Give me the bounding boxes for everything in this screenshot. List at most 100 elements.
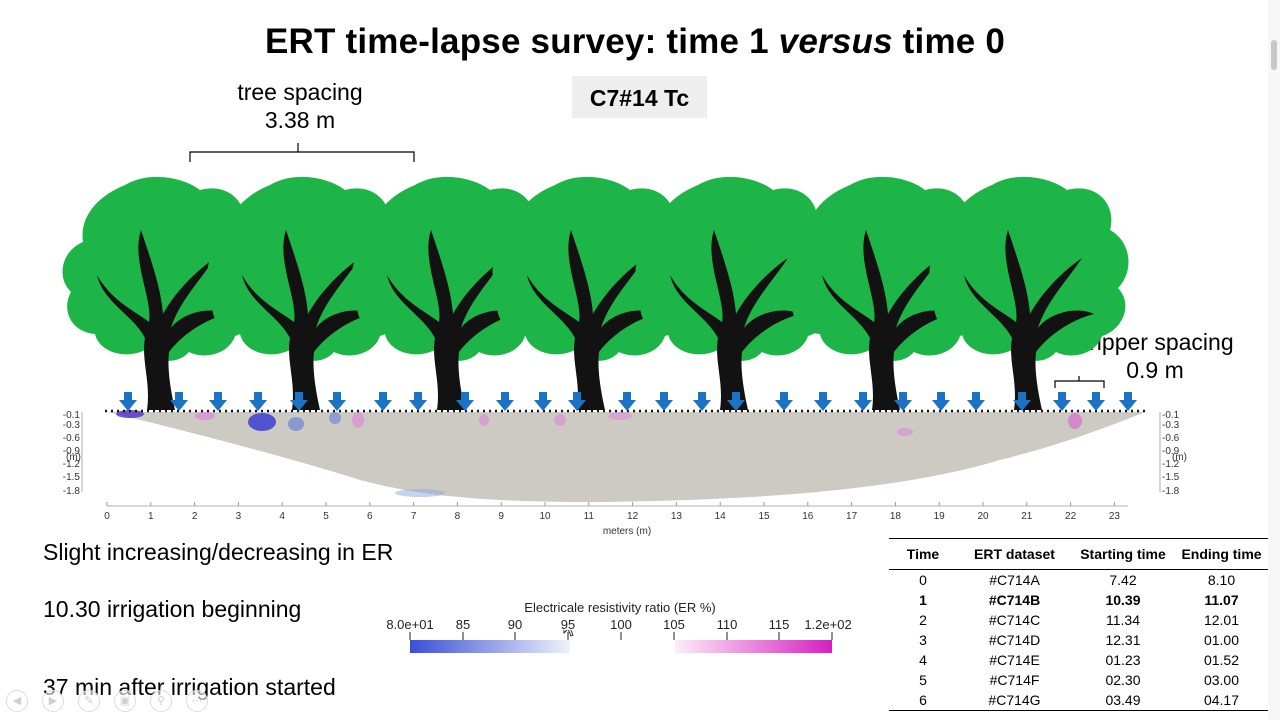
cell-start: 02.30	[1105, 672, 1141, 688]
cell-dataset: #C714A	[989, 572, 1040, 588]
cell-time: 6	[889, 690, 957, 711]
dripper-icon	[932, 392, 950, 411]
depth-axis-ticks: -0.1 -0.1-0.3 -0.3-0.6 -0.6-0.9 -0.9-1.2 -1.2…	[63, 410, 1180, 497]
prev-icon[interactable]: ◀	[6, 690, 28, 712]
colorbar-tick-label: 110	[716, 617, 738, 632]
resistivity-anomalies	[116, 410, 1082, 497]
ert-section-figure: 0 1 2 3 4 5 6 7 8 9 10 11 12 13 14 15 16 17 18 19 20 21 22 23 -…	[62, 143, 1187, 537]
dripper-icon	[967, 392, 985, 411]
ert-datasets-table: Time ERT dataset Starting time Ending ti…	[889, 538, 1269, 711]
scrollbar-thumb[interactable]	[1271, 40, 1277, 70]
cell-time: 5	[919, 672, 927, 688]
colorbar-low-segment	[410, 640, 570, 653]
colorbar-high-segment	[675, 640, 832, 653]
colorbar-tick-label: 8.0e+01	[386, 617, 434, 632]
note-irrigation-start: 10.30 irrigation beginning	[43, 596, 302, 622]
x-tick-label: 13	[671, 511, 683, 522]
depth-unit-right: (m)	[1172, 452, 1187, 463]
next-icon[interactable]: ▶	[42, 690, 64, 712]
x-tick-label: 3	[236, 511, 242, 522]
dripper-icon	[618, 392, 636, 411]
x-tick-label: 14	[715, 511, 727, 522]
dripper-icon	[775, 392, 793, 411]
cell-start: 12.31	[1105, 632, 1141, 648]
scrollbar[interactable]	[1268, 0, 1280, 720]
tree-icon	[929, 176, 1129, 410]
pen-icon[interactable]: ✎	[78, 690, 100, 712]
x-tick-label: 4	[279, 511, 285, 522]
depth-tick-label-left: -0.9	[63, 446, 81, 457]
depth-tick-label-left: -1.5	[63, 472, 81, 483]
cell-end: 8.10	[1207, 572, 1236, 588]
x-tick-label: 18	[890, 511, 902, 522]
col-header-time: Time	[889, 538, 957, 570]
cell-start: 7.42	[1109, 572, 1137, 588]
dripper-icon	[409, 392, 427, 411]
x-tick-label: 12	[627, 511, 639, 522]
x-tick-label: 20	[977, 511, 989, 522]
depth-tick-label-right: -0.9	[1162, 446, 1180, 457]
table-header-row: Time ERT dataset Starting time Ending ti…	[889, 538, 1269, 570]
cell-dataset: #C714F	[989, 672, 1040, 688]
depth-tick-label-right: -0.6	[1162, 433, 1180, 444]
x-tick-label: 22	[1065, 511, 1077, 522]
x-tick-label: 5	[323, 511, 329, 522]
colorbar-tick-label: 90	[507, 617, 523, 632]
depth-tick-label-right: -1.8	[1162, 486, 1180, 497]
cell-end: 03.00	[1203, 672, 1240, 688]
cell-start: 01.23	[1105, 652, 1141, 668]
table-row-highlighted: 1 #C714B 10.39 11.07	[889, 590, 1269, 610]
x-tick-label: 8	[455, 511, 461, 522]
x-axis-ticks: 0 1 2 3 4 5 6 7 8 9 10 11 12 13 14 15 16 17 18 19 20 21 22 23	[104, 502, 1120, 522]
colorbar-tick-label: 95	[560, 617, 576, 632]
resistivity-section	[108, 412, 1145, 502]
dripper-row	[119, 392, 1137, 411]
x-tick-label: 19	[934, 511, 946, 522]
cell-dataset: #C714C	[988, 612, 1041, 628]
x-tick-label: 16	[802, 511, 814, 522]
colorbar-tick-label: 1.2e+02	[804, 617, 852, 632]
depth-tick-label-right: -1.5	[1162, 472, 1180, 483]
depth-tick-label-right: -0.1	[1162, 410, 1180, 421]
x-tick-label: 17	[846, 511, 858, 522]
depth-tick-label-left: -1.8	[63, 486, 81, 497]
x-tick-label: 11	[584, 511, 595, 522]
dripper-spacing-bracket	[1054, 376, 1105, 388]
cell-dataset: #C714B	[988, 592, 1041, 608]
dripper-icon	[249, 392, 267, 411]
cell-end: 01.52	[1203, 652, 1240, 668]
colorbar	[409, 630, 833, 653]
cell-time: 3	[919, 632, 927, 648]
x-tick-label: 10	[539, 511, 551, 522]
x-tick-label: 1	[148, 511, 154, 522]
dripper-icon	[693, 392, 711, 411]
cell-dataset: #C714G	[957, 690, 1072, 711]
table-row: 4 #C714E 01.23 01.52	[889, 650, 1269, 670]
dripper-icon	[534, 392, 552, 411]
dripper-icon	[655, 392, 673, 411]
x-tick-label: 21	[1021, 511, 1033, 522]
dripper-icon	[854, 392, 872, 411]
table-row: 5 #C714F 02.30 03.00	[889, 670, 1269, 690]
cell-time: 0	[919, 572, 927, 588]
colorbar-tick-label: 105	[663, 617, 685, 632]
slides-icon[interactable]: ▣	[114, 690, 136, 712]
more-icon[interactable]: ⋯	[186, 690, 208, 712]
x-tick-label: 2	[192, 511, 198, 522]
cell-end: 12.01	[1203, 612, 1240, 628]
note-er-change: Slight increasing/decreasing in ER	[43, 539, 394, 565]
zoom-icon[interactable]: ⚲	[150, 690, 172, 712]
dripper-icon	[119, 392, 137, 411]
x-tick-label: 0	[104, 511, 110, 522]
dripper-spacing-value: 0.9 m	[1126, 357, 1184, 383]
col-header-start: Starting time	[1072, 538, 1174, 570]
cell-dataset: #C714D	[988, 632, 1041, 648]
cell-time: 2	[919, 612, 927, 628]
colorbar-title: Electricale resistivity ratio (ER %)	[524, 600, 716, 615]
colorbar-tick-label: 115	[768, 617, 790, 632]
slide-title: ERT time-lapse survey: time 1 versus tim…	[264, 22, 1006, 61]
cell-start: 11.34	[1106, 612, 1140, 628]
cell-start: 10.39	[1105, 592, 1141, 608]
dripper-icon	[1053, 392, 1071, 411]
cell-end: 11.07	[1204, 592, 1239, 608]
